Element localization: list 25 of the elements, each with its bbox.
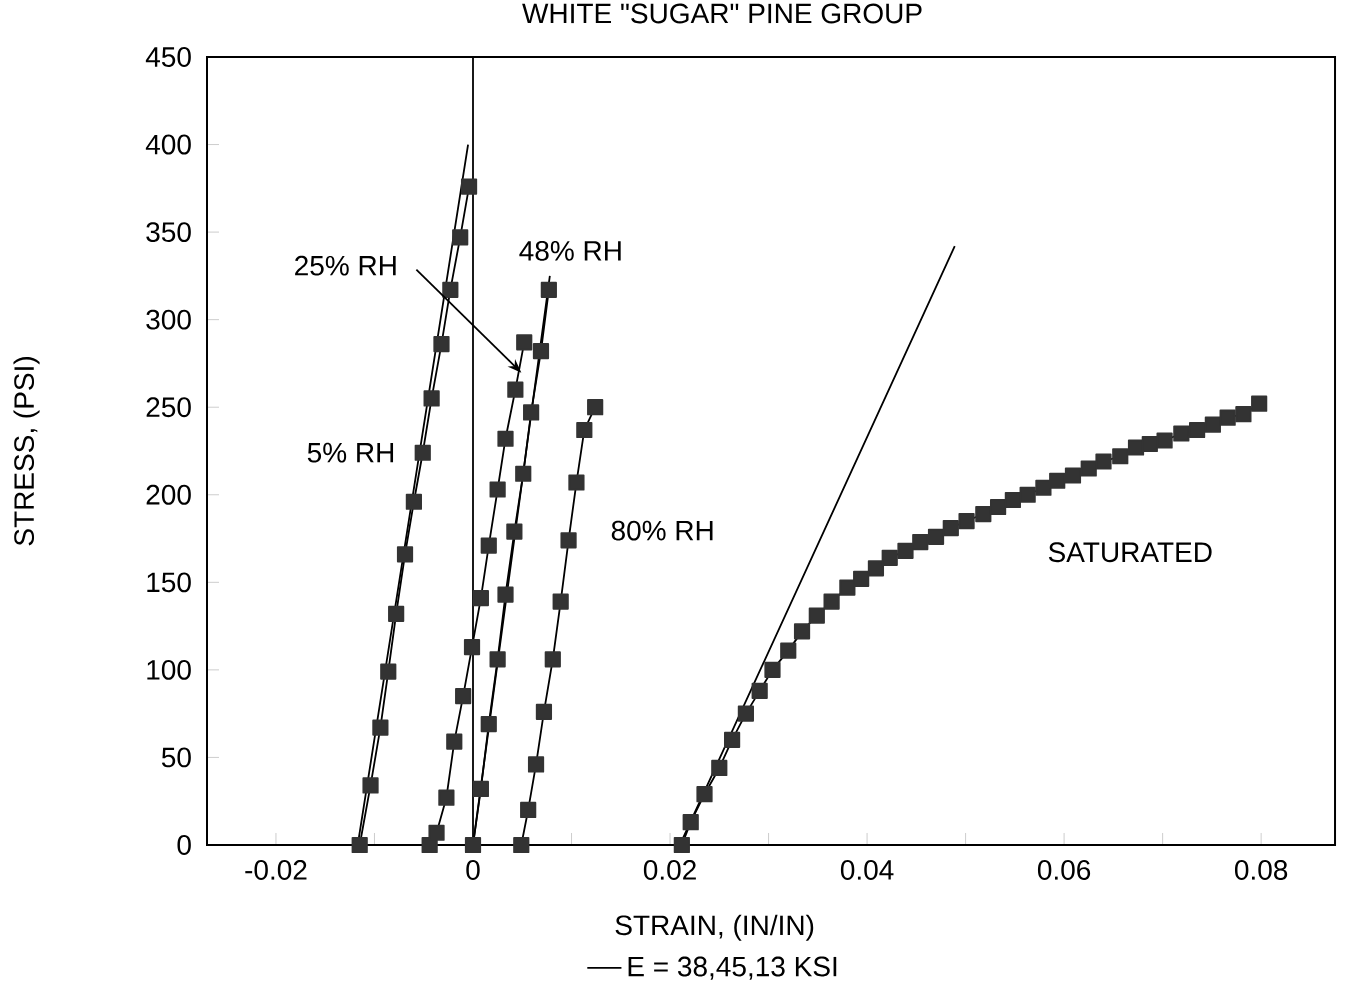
- x-tick-label: 0.04: [840, 860, 894, 880]
- x-tick-label: 0.06: [1037, 860, 1091, 880]
- y-tick-label: 300: [146, 309, 191, 330]
- x-tick-label: -0.02: [245, 860, 307, 880]
- y-tick-label: 100: [147, 659, 191, 680]
- text: 25% RH: [295, 255, 396, 276]
- x-tick-label: 0: [466, 860, 480, 880]
- chart-title: WHITE "SUGAR" PINE GROUP: [522, 3, 922, 24]
- y-tick-label: 350: [146, 222, 191, 243]
- legend-label: E = 38,45,13 KSI: [628, 956, 837, 980]
- y-tick-label: 200: [146, 484, 191, 505]
- y-tick-label: 400: [145, 134, 191, 155]
- series-label: SATURATED: [1048, 542, 1212, 563]
- series-label: 80% RH: [611, 520, 713, 541]
- y-tick-label: 150: [147, 572, 191, 593]
- series-label: 5% RH: [307, 442, 394, 463]
- x-tick-label: 0.08: [1234, 860, 1288, 880]
- y-tick-label: 250: [146, 397, 191, 418]
- x-axis-title: STRAIN, (IN/IN): [615, 914, 814, 941]
- y-tick-label: 0: [177, 835, 191, 855]
- y-axis-title: STRESS, (PSI): [13, 357, 40, 546]
- y-tick-label: 50: [161, 747, 191, 768]
- x-tick-label: 0.02: [643, 860, 696, 880]
- y-tick-label: 450: [145, 47, 191, 67]
- series-label: 48% RH: [519, 240, 621, 261]
